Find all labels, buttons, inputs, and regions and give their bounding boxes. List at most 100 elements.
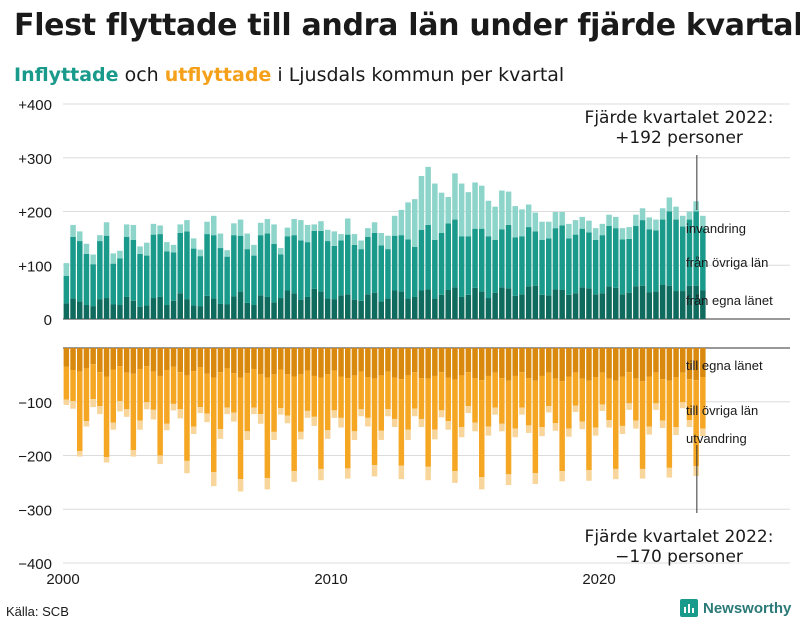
- bar-från-egna-länet: [177, 293, 183, 319]
- bar-utvandring: [97, 406, 103, 415]
- bar-till-övriga-län: [599, 372, 606, 405]
- bar-utvandring: [291, 471, 297, 482]
- bar-till-övriga-län: [425, 378, 431, 467]
- bar-från-egna-länet: [646, 292, 652, 319]
- bar-till-egna-länet: [693, 348, 699, 381]
- bar-från-egna-länet: [123, 296, 130, 319]
- bar-från-egna-länet: [626, 292, 632, 319]
- bar-från-övriga-län: [231, 235, 237, 297]
- bar-till-egna-länet: [70, 348, 76, 371]
- series-label: från egna länet: [686, 293, 773, 308]
- bar-från-egna-länet: [465, 294, 472, 319]
- bar-från-egna-länet: [378, 301, 384, 319]
- bar-till-övriga-län: [90, 364, 96, 400]
- bar-från-övriga-län: [686, 219, 693, 286]
- bar-invandring: [291, 219, 297, 236]
- bar-från-övriga-län: [432, 239, 438, 299]
- bar-till-egna-länet: [130, 348, 137, 374]
- bar-från-övriga-län: [331, 245, 338, 300]
- series-label: invandring: [686, 221, 746, 236]
- bar-invandring: [110, 253, 116, 264]
- bar-från-övriga-län: [586, 232, 592, 289]
- bar-från-egna-länet: [224, 304, 230, 319]
- bar-till-övriga-län: [123, 372, 130, 410]
- bar-från-egna-länet: [398, 291, 405, 319]
- subtitle-outflow-word: utflyttade: [164, 64, 272, 86]
- bar-från-övriga-län: [418, 229, 425, 291]
- bar-invandring: [278, 248, 284, 255]
- bar-från-egna-länet: [83, 305, 90, 319]
- bar-från-egna-länet: [345, 294, 351, 319]
- bar-utvandring: [405, 429, 411, 440]
- bar-till-övriga-län: [264, 377, 271, 479]
- bar-utvandring: [539, 427, 545, 437]
- bar-till-övriga-län: [197, 367, 204, 408]
- bar-från-egna-länet: [492, 292, 498, 319]
- bar-till-övriga-län: [398, 379, 405, 466]
- bar-till-övriga-län: [278, 369, 284, 409]
- bar-utvandring: [157, 455, 163, 465]
- y-tick-label: +200: [18, 205, 52, 222]
- bar-utvandring: [472, 422, 478, 432]
- bar-utvandring: [190, 426, 197, 434]
- bar-utvandring: [693, 466, 699, 476]
- bar-invandring: [659, 208, 666, 220]
- bar-från-egna-länet: [217, 303, 224, 319]
- bar-från-egna-länet: [244, 302, 250, 319]
- bar-från-övriga-län: [123, 236, 130, 297]
- y-tick-label: +400: [18, 97, 52, 114]
- bar-från-övriga-län: [70, 236, 76, 299]
- bar-från-egna-länet: [298, 299, 304, 319]
- bar-till-egna-länet: [479, 348, 485, 381]
- bar-från-övriga-län: [90, 264, 96, 307]
- bar-utvandring: [117, 401, 123, 412]
- bar-från-egna-länet: [539, 294, 545, 319]
- bar-från-egna-länet: [385, 298, 391, 319]
- bar-invandring: [150, 223, 157, 235]
- bar-från-övriga-län: [566, 238, 572, 295]
- bar-utvandring: [653, 403, 659, 410]
- bar-från-egna-länet: [673, 291, 679, 319]
- bar-utvandring: [680, 402, 686, 409]
- bar-till-egna-länet: [532, 348, 539, 381]
- bar-till-övriga-län: [579, 378, 585, 422]
- bar-från-egna-länet: [117, 305, 123, 319]
- bar-utvandring: [264, 478, 271, 490]
- bar-från-övriga-län: [338, 240, 344, 296]
- bar-invandring: [398, 209, 405, 236]
- bar-till-övriga-län: [103, 376, 110, 458]
- bar-från-egna-länet: [257, 295, 264, 319]
- bar-utvandring: [606, 420, 612, 428]
- bar-till-egna-länet: [539, 348, 545, 376]
- bar-till-egna-länet: [224, 348, 230, 369]
- bar-invandring: [211, 215, 217, 236]
- bar-från-övriga-län: [492, 239, 498, 293]
- bar-från-egna-länet: [197, 306, 204, 319]
- bar-utvandring: [257, 414, 264, 424]
- bar-till-egna-länet: [700, 348, 706, 378]
- bar-utvandring: [184, 460, 190, 474]
- bar-till-egna-länet: [418, 348, 425, 379]
- bar-från-egna-länet: [137, 306, 143, 319]
- bar-utvandring: [70, 401, 76, 409]
- bar-från-egna-länet: [452, 287, 458, 319]
- bar-från-egna-länet: [438, 294, 445, 319]
- bar-från-övriga-län: [613, 228, 619, 288]
- bar-från-egna-länet: [103, 298, 110, 319]
- bar-till-övriga-län: [566, 376, 572, 429]
- bar-invandring: [244, 233, 250, 250]
- bar-utvandring: [445, 421, 451, 430]
- bar-invandring: [103, 222, 110, 236]
- bar-från-egna-länet: [633, 286, 639, 319]
- bar-invandring: [358, 240, 364, 250]
- bar-från-övriga-län: [264, 233, 271, 297]
- bar-till-egna-länet: [291, 348, 297, 377]
- bar-till-övriga-län: [532, 380, 539, 474]
- bar-till-egna-länet: [331, 348, 338, 371]
- bar-till-övriga-län: [291, 376, 297, 472]
- bar-utvandring: [579, 421, 585, 430]
- bar-till-egna-länet: [499, 348, 505, 379]
- bar-till-egna-länet: [177, 348, 183, 373]
- bar-till-övriga-län: [164, 370, 170, 424]
- bar-från-övriga-län: [572, 234, 579, 294]
